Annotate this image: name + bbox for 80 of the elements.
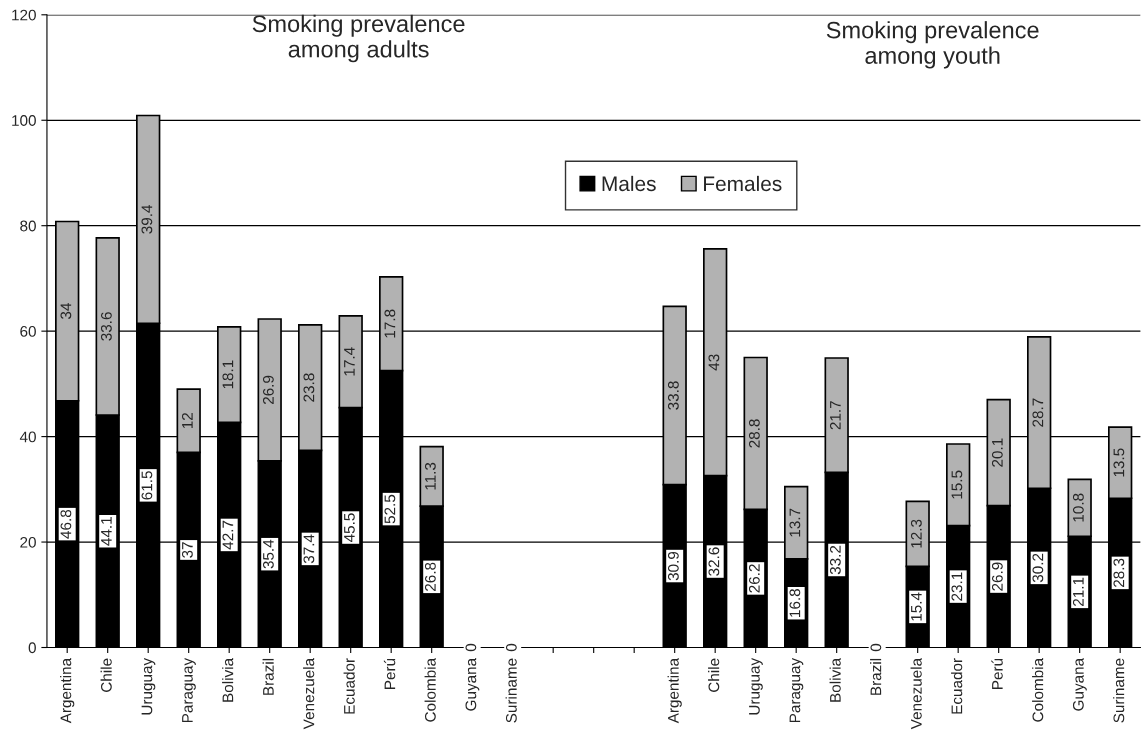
- x-tick-label: Chile: [100, 658, 112, 692]
- y-tick-label: 0: [28, 642, 36, 654]
- data-label: 12.3: [910, 519, 922, 548]
- data-label: 26.8: [424, 562, 436, 591]
- x-tick-label: Paraguay: [182, 657, 196, 723]
- y-tick-label: 80: [20, 220, 36, 232]
- data-label: 15.5: [951, 470, 963, 499]
- y-tick-label: 20: [20, 536, 36, 548]
- data-label: 37: [181, 542, 193, 558]
- data-label: 15.4: [911, 592, 922, 621]
- data-label: 28.8: [748, 419, 760, 448]
- data-label: 33.6: [100, 312, 112, 341]
- legend-label: Males: [602, 175, 656, 192]
- data-label: 26.9: [262, 375, 274, 405]
- y-tick-label: 120: [12, 9, 36, 21]
- x-tick-label: Guyana: [1072, 657, 1087, 711]
- x-tick-label: Argentina: [60, 657, 75, 724]
- x-tick-label: Uruguay: [141, 657, 156, 715]
- x-tick-label: Suriname: [505, 658, 517, 723]
- data-label: 13.5: [1113, 448, 1125, 477]
- x-tick-label: Perú: [383, 658, 396, 689]
- annotation: Smoking prevalence among youth: [826, 21, 1039, 69]
- x-tick-label: Suriname: [1113, 658, 1125, 723]
- data-label: 20.1: [991, 438, 1003, 467]
- data-label: 28.7: [1032, 398, 1044, 427]
- data-label: 33.8: [667, 381, 679, 410]
- data-label: 28.3: [1113, 558, 1125, 587]
- x-tick-label: Perú: [991, 658, 1003, 689]
- data-label: 10.8: [1072, 493, 1084, 522]
- data-label: 32.6: [708, 547, 720, 576]
- y-tick-label: 100: [12, 115, 36, 126]
- data-label: 23.8: [303, 373, 315, 402]
- x-tick-label: Chile: [708, 658, 720, 692]
- x-tick-label: Brazil: [262, 658, 274, 695]
- data-label: 30.2: [1032, 553, 1044, 583]
- data-label: 45.5: [344, 513, 355, 543]
- data-label: 35.4: [262, 539, 274, 569]
- data-label: 44.1: [101, 517, 112, 546]
- data-label: 33.2: [829, 545, 841, 575]
- data-label: 61.5: [141, 471, 153, 500]
- x-tick-label: Bolivia: [222, 657, 234, 702]
- data-label: 12: [181, 413, 193, 429]
- x-tick-label: Bolivia: [829, 657, 841, 702]
- data-label: 0: [870, 643, 882, 652]
- data-label: 17.8: [384, 309, 396, 338]
- x-tick-label: Argentina: [667, 657, 682, 724]
- data-label: 23.1: [951, 572, 963, 601]
- y-tick-label: 40: [19, 431, 36, 443]
- x-tick-label: Colombia: [1032, 657, 1044, 722]
- data-label: 26.9: [991, 562, 1003, 591]
- data-label: 34: [60, 303, 72, 320]
- data-label: 18.1: [222, 360, 234, 389]
- data-label: 26.2: [748, 564, 760, 593]
- x-tick-label: Brazil: [870, 658, 882, 695]
- data-label: 46.8: [60, 509, 72, 539]
- data-label: 39.4: [141, 204, 153, 234]
- x-tick-label: Venezuela: [303, 657, 315, 730]
- x-tick-label: Ecuador: [343, 658, 355, 714]
- y-tick-label: 60: [20, 326, 36, 337]
- legend-label: Females: [704, 175, 782, 192]
- data-label: 21.1: [1072, 577, 1084, 606]
- annotation: Smoking prevalence among adults: [252, 14, 465, 63]
- x-tick-label: Uruguay: [749, 657, 763, 715]
- data-label: 42.7: [222, 520, 234, 550]
- x-tick-label: Venezuela: [910, 657, 922, 730]
- data-label: 13.7: [789, 508, 801, 537]
- data-label: 43: [708, 354, 720, 371]
- data-label: 0: [505, 643, 517, 652]
- data-label: 21.7: [829, 401, 841, 430]
- data-label: 52.5: [384, 494, 396, 524]
- data-label: 0: [465, 643, 477, 652]
- x-tick-label: Guyana: [465, 657, 480, 711]
- data-label: 30.9: [667, 551, 679, 581]
- data-label: 37.4: [303, 534, 315, 564]
- data-label: 11.3: [424, 462, 436, 490]
- x-tick-label: Ecuador: [951, 658, 963, 714]
- x-tick-label: Paraguay: [789, 657, 804, 723]
- data-label: 17.4: [344, 347, 355, 376]
- data-label: 16.8: [789, 589, 801, 617]
- x-tick-label: Colombia: [424, 657, 436, 722]
